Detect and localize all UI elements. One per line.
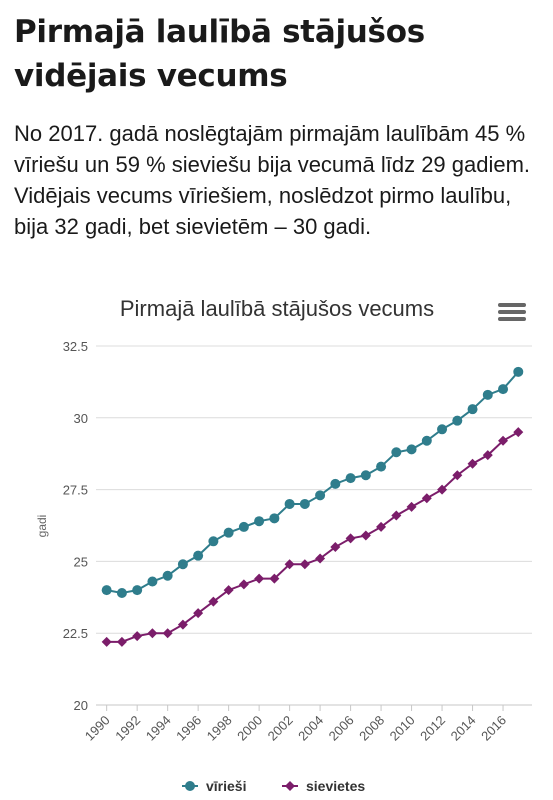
- data-point: [360, 530, 371, 541]
- x-tick-label: 2008: [356, 713, 387, 744]
- data-point: [193, 550, 204, 561]
- legend: vīrieši sievietes: [182, 778, 365, 794]
- data-point: [162, 570, 173, 581]
- data-point: [421, 435, 432, 446]
- data-point: [254, 516, 265, 527]
- data-point: [116, 636, 127, 647]
- chart-title: Pirmajā laulībā stājušos vecums: [120, 296, 434, 321]
- series-group: [101, 366, 524, 647]
- data-point: [299, 498, 310, 509]
- x-tick-label: 2012: [417, 713, 448, 744]
- data-point: [269, 513, 280, 524]
- data-point: [238, 521, 249, 532]
- data-point: [147, 576, 158, 587]
- data-point: [482, 450, 493, 461]
- y-tick-label: 20: [74, 698, 88, 713]
- data-point: [406, 501, 417, 512]
- data-point: [482, 389, 493, 400]
- page-heading: Pirmajā laulībā stājušos vidējais vecums: [14, 14, 425, 94]
- x-tick-label: 1992: [112, 713, 143, 744]
- data-point: [467, 458, 478, 469]
- menu-bar: [498, 303, 526, 307]
- data-point: [208, 536, 219, 547]
- data-point: [360, 470, 371, 481]
- data-point: [498, 435, 509, 446]
- y-tick-label: 30: [74, 411, 88, 426]
- data-point: [101, 636, 112, 647]
- data-point: [223, 585, 234, 596]
- data-point: [315, 553, 326, 564]
- y-tick-label: 32.5: [63, 339, 88, 354]
- x-tick-label: 2002: [265, 713, 296, 744]
- data-point: [421, 493, 432, 504]
- data-point: [391, 447, 402, 458]
- y-tick-label: 22.5: [63, 626, 88, 641]
- data-point: [437, 424, 448, 435]
- data-point: [330, 478, 341, 489]
- data-point: [391, 510, 402, 521]
- data-point: [132, 631, 143, 642]
- x-tick-label: 2006: [326, 713, 357, 744]
- intro-paragraph: No 2017. gadā noslēgtajām pirmajām laulī…: [14, 121, 531, 239]
- series-line: [106, 431, 519, 643]
- data-point: [498, 384, 509, 395]
- data-point: [513, 427, 524, 438]
- data-point: [162, 628, 173, 639]
- data-point: [345, 473, 356, 484]
- data-point: [238, 579, 249, 590]
- data-point: [101, 585, 112, 596]
- x-tick-label: 2010: [387, 713, 418, 744]
- grid-lines: [96, 345, 532, 706]
- data-point: [345, 533, 356, 544]
- legend-label: sievietes: [306, 778, 365, 794]
- data-point: [269, 573, 280, 584]
- legend-label: vīrieši: [206, 778, 246, 794]
- x-tick-label: 2000: [234, 713, 265, 744]
- data-point: [299, 559, 310, 570]
- data-point: [208, 596, 219, 607]
- data-point: [193, 608, 204, 619]
- data-point: [452, 415, 463, 426]
- data-point: [284, 559, 295, 570]
- menu-bar: [498, 310, 526, 314]
- data-point: [376, 521, 387, 532]
- x-axis-ticks: 1990 1992 1994 1996 1998 2000 2002 2004 2006 2008…: [82, 705, 509, 744]
- hamburger-menu-icon[interactable]: [498, 303, 526, 325]
- data-point: [132, 585, 143, 596]
- y-axis-label: gadi: [35, 515, 49, 538]
- x-tick-label: 2014: [448, 713, 479, 744]
- x-tick-label: 1994: [143, 713, 174, 744]
- x-tick-label: 2004: [295, 713, 326, 744]
- data-point: [467, 404, 478, 415]
- y-tick-label: 25: [74, 554, 88, 569]
- data-point: [437, 484, 448, 495]
- menu-bar: [498, 317, 526, 321]
- data-point: [406, 444, 417, 455]
- series-line: [106, 371, 520, 595]
- data-point: [116, 587, 127, 598]
- legend-marker: [285, 781, 295, 791]
- data-point: [284, 498, 295, 509]
- y-tick-label: 27.5: [63, 483, 88, 498]
- data-point: [513, 366, 524, 377]
- y-axis-ticks: 20 22.5 25 27.5 30 32.5: [63, 339, 88, 713]
- x-tick-label: 1996: [173, 713, 204, 744]
- data-point: [223, 527, 234, 538]
- data-point: [376, 461, 387, 472]
- x-tick-label: 1990: [82, 713, 113, 744]
- data-point: [147, 628, 158, 639]
- legend-marker: [185, 781, 195, 791]
- data-point: [315, 490, 326, 501]
- x-tick-label: 2016: [478, 713, 509, 744]
- data-point: [177, 559, 188, 570]
- data-point: [177, 619, 188, 630]
- line-chart: Pirmajā laulībā stājušos vecums gadi 202…: [35, 296, 532, 794]
- data-point: [254, 573, 265, 584]
- data-point: [330, 542, 341, 553]
- data-point: [452, 470, 463, 481]
- x-tick-label: 1998: [204, 713, 235, 744]
